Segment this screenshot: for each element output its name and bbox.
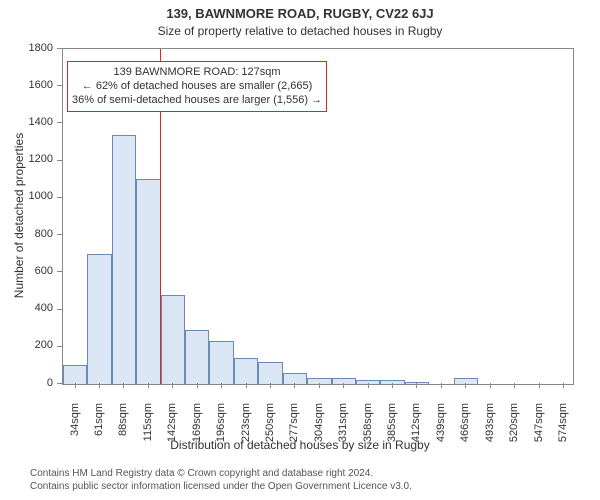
x-tick: [123, 383, 124, 388]
x-tick-label: 250sqm: [264, 403, 276, 463]
y-tick-label: 1600: [13, 79, 53, 91]
y-tick: [57, 48, 62, 49]
histogram-bar: [258, 362, 282, 384]
x-tick-label: 304sqm: [313, 403, 325, 463]
x-tick-label: 61sqm: [93, 403, 105, 463]
x-tick: [539, 383, 540, 388]
histogram-bar: [234, 358, 258, 384]
x-tick: [514, 383, 515, 388]
x-tick: [490, 383, 491, 388]
histogram-bar: [63, 365, 87, 384]
annotation-line-2: ← 62% of detached houses are smaller (2,…: [72, 80, 322, 94]
histogram-bar: [112, 135, 136, 384]
footer: Contains HM Land Registry data © Crown c…: [30, 468, 412, 493]
x-tick-label: 385sqm: [386, 403, 398, 463]
y-tick-label: 600: [13, 265, 53, 277]
x-tick-label: 520sqm: [508, 403, 520, 463]
chart-page: 139, BAWNMORE ROAD, RUGBY, CV22 6JJ Size…: [0, 0, 600, 500]
x-tick-label: 358sqm: [362, 403, 374, 463]
y-tick: [57, 85, 62, 86]
chart-subtitle: Size of property relative to detached ho…: [0, 24, 600, 38]
annotation-box: 139 BAWNMORE ROAD: 127sqm ← 62% of detac…: [67, 61, 327, 112]
x-tick: [441, 383, 442, 388]
y-tick: [57, 383, 62, 384]
y-tick-label: 1000: [13, 190, 53, 202]
x-tick-label: 34sqm: [69, 403, 81, 463]
y-tick: [57, 346, 62, 347]
x-tick: [197, 383, 198, 388]
x-tick-label: 277sqm: [288, 403, 300, 463]
y-tick: [57, 271, 62, 272]
histogram-bar: [136, 179, 160, 384]
x-tick-label: 169sqm: [191, 403, 203, 463]
footer-line-1: Contains HM Land Registry data © Crown c…: [30, 468, 412, 481]
x-tick: [392, 383, 393, 388]
histogram-bar: [161, 295, 185, 384]
x-tick: [563, 383, 564, 388]
x-tick: [294, 383, 295, 388]
x-tick: [246, 383, 247, 388]
x-tick: [368, 383, 369, 388]
y-tick-label: 1800: [13, 42, 53, 54]
x-tick-label: 439sqm: [435, 403, 447, 463]
chart-title: 139, BAWNMORE ROAD, RUGBY, CV22 6JJ: [0, 6, 600, 21]
y-tick-label: 800: [13, 228, 53, 240]
y-tick-label: 400: [13, 302, 53, 314]
x-tick-label: 493sqm: [484, 403, 496, 463]
x-tick-label: 196sqm: [215, 403, 227, 463]
annotation-line-3: 36% of semi-detached houses are larger (…: [72, 94, 322, 108]
y-tick: [57, 234, 62, 235]
x-tick-label: 412sqm: [410, 403, 422, 463]
histogram-bar: [87, 254, 111, 384]
x-tick: [270, 383, 271, 388]
y-tick-label: 0: [13, 377, 53, 389]
x-tick-label: 466sqm: [459, 403, 471, 463]
y-tick: [57, 197, 62, 198]
x-tick-label: 547sqm: [533, 403, 545, 463]
x-tick-label: 574sqm: [557, 403, 569, 463]
x-tick: [319, 383, 320, 388]
x-tick-label: 223sqm: [240, 403, 252, 463]
x-tick: [416, 383, 417, 388]
y-axis-label: Number of detached properties: [12, 48, 26, 383]
x-tick: [465, 383, 466, 388]
x-tick-label: 331sqm: [337, 403, 349, 463]
x-tick: [75, 383, 76, 388]
x-tick: [148, 383, 149, 388]
x-tick-label: 88sqm: [117, 403, 129, 463]
footer-line-2: Contains public sector information licen…: [30, 481, 412, 494]
x-tick: [172, 383, 173, 388]
y-tick: [57, 160, 62, 161]
histogram-bar: [209, 341, 233, 384]
y-tick-label: 1200: [13, 153, 53, 165]
y-tick: [57, 309, 62, 310]
y-tick-label: 1400: [13, 116, 53, 128]
x-tick-label: 142sqm: [166, 403, 178, 463]
annotation-line-1: 139 BAWNMORE ROAD: 127sqm: [72, 66, 322, 80]
x-tick: [343, 383, 344, 388]
x-axis-label: Distribution of detached houses by size …: [0, 438, 600, 452]
x-tick-label: 115sqm: [142, 403, 154, 463]
x-tick: [99, 383, 100, 388]
y-tick-label: 200: [13, 339, 53, 351]
histogram-bar: [185, 330, 209, 384]
plot-area: 139 BAWNMORE ROAD: 127sqm ← 62% of detac…: [62, 48, 574, 385]
y-tick: [57, 122, 62, 123]
x-tick: [221, 383, 222, 388]
